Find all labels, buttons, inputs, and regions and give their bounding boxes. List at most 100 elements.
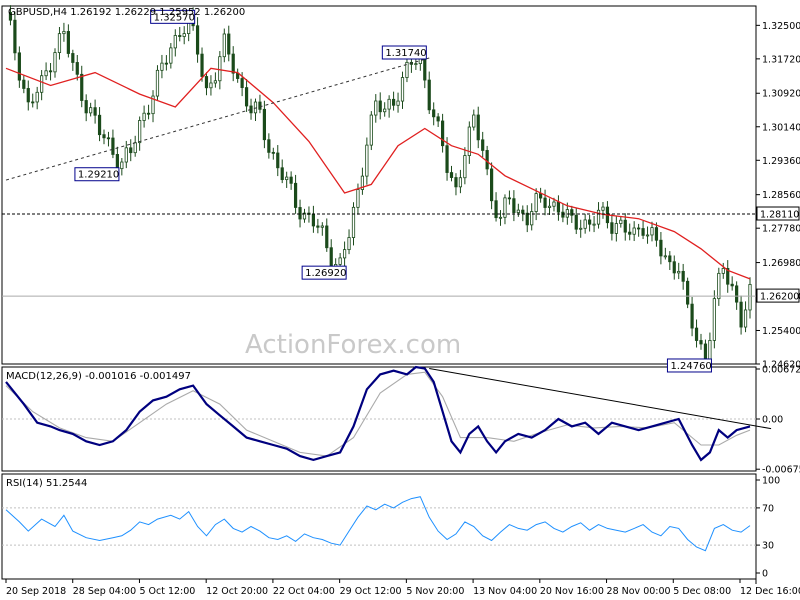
candle-body [31,101,35,104]
candle-body [432,109,436,118]
annotation-label: 1.26920 [305,268,346,279]
candle-body [650,227,654,236]
price-tick-label: 1.25400 [762,326,800,337]
candle-body [298,207,302,220]
candle-body [534,193,538,212]
candle-body [405,61,409,78]
candle-body [619,219,623,224]
candle-body [454,177,458,188]
candle-body [173,35,177,49]
candle-body [129,147,133,154]
time-tick-label: 22 Oct 04:00 [273,586,335,597]
candle-body [628,231,632,235]
time-tick-label: 28 Nov 00:00 [607,586,671,597]
candle-body [467,126,471,156]
candle-body [440,120,445,147]
candle-body [80,73,84,101]
candle-body [200,53,204,77]
candle-body [8,12,13,21]
macd-trendline [429,367,772,430]
candle-body [383,108,387,113]
candle-body [570,209,574,216]
candle-body [690,303,694,329]
candle-body [302,212,307,220]
candle-body [160,62,164,71]
candle-body [178,35,182,37]
candle-body [659,239,663,257]
candle-body [610,222,614,234]
candle-body [89,107,93,114]
time-tick-label: 20 Nov 16:00 [540,586,604,597]
candle-body [445,145,449,173]
candle-body [142,112,146,121]
candle-body [588,219,592,225]
candle-body [66,31,70,54]
candle-body [151,95,155,115]
candle-body [400,77,405,102]
candle-body [378,100,382,113]
candle-body [71,53,75,63]
candle-body [218,56,222,82]
candle-body [311,214,316,227]
candle-body [40,75,44,93]
candle-body [374,100,378,116]
candle-body [155,69,160,97]
macd-tick-label: -0.006758 [762,465,800,476]
candle-body [360,175,365,190]
candle-body [93,107,97,116]
price-tick-label: 1.27780 [762,224,800,235]
price-tick-label: 1.31720 [762,54,800,65]
candle-body [195,25,200,55]
candle-body [35,91,39,103]
candle-body [556,201,561,213]
candle-body [26,88,30,103]
candle-body [574,214,578,230]
candle-body [512,198,516,213]
candle-body [396,100,400,106]
level-label-box [756,288,800,303]
time-tick-label: 5 Nov 20:00 [406,586,464,597]
candle-body [530,211,534,226]
watermark: ActionForex.com [245,330,461,360]
annotation-box [150,9,196,24]
candle-body [507,197,512,200]
candle-body [735,285,739,303]
rsi-tick-label: 0 [762,569,768,580]
candle-body [494,200,498,219]
candle-body [347,237,351,251]
candle-body [84,100,88,114]
candle-body [726,268,730,285]
candle-body [498,216,503,219]
candle-body [133,142,137,154]
candle-body [391,98,396,106]
candle-body [244,87,249,107]
candle-body [213,80,217,84]
annotation-label: 1.32570 [154,12,195,23]
candle-body [490,168,494,202]
candle-body [106,137,111,140]
candle-body [293,182,298,208]
panel-frame-rsi [1,473,757,580]
candle-body [48,70,53,73]
candle-body [743,309,748,328]
price-tick-label: 1.30140 [762,122,800,133]
candle-body [596,209,601,225]
annotation-box [381,45,427,60]
candle-body [521,209,525,214]
candle-body [427,79,431,111]
candle-body [44,70,48,77]
candle-body [641,228,645,236]
candle-body [164,62,168,65]
time-tick-label: 28 Sep 04:00 [73,586,136,597]
candle-body [623,219,627,233]
candle-body [351,206,356,238]
candle-body [320,225,324,228]
candle-body [124,147,128,163]
candle-body [120,161,124,170]
candle-body [75,62,79,75]
price-tick-label: 1.26980 [762,258,800,269]
candle-body [115,154,119,170]
level-label-box [756,206,800,221]
annotation-label: 1.29210 [78,170,119,181]
